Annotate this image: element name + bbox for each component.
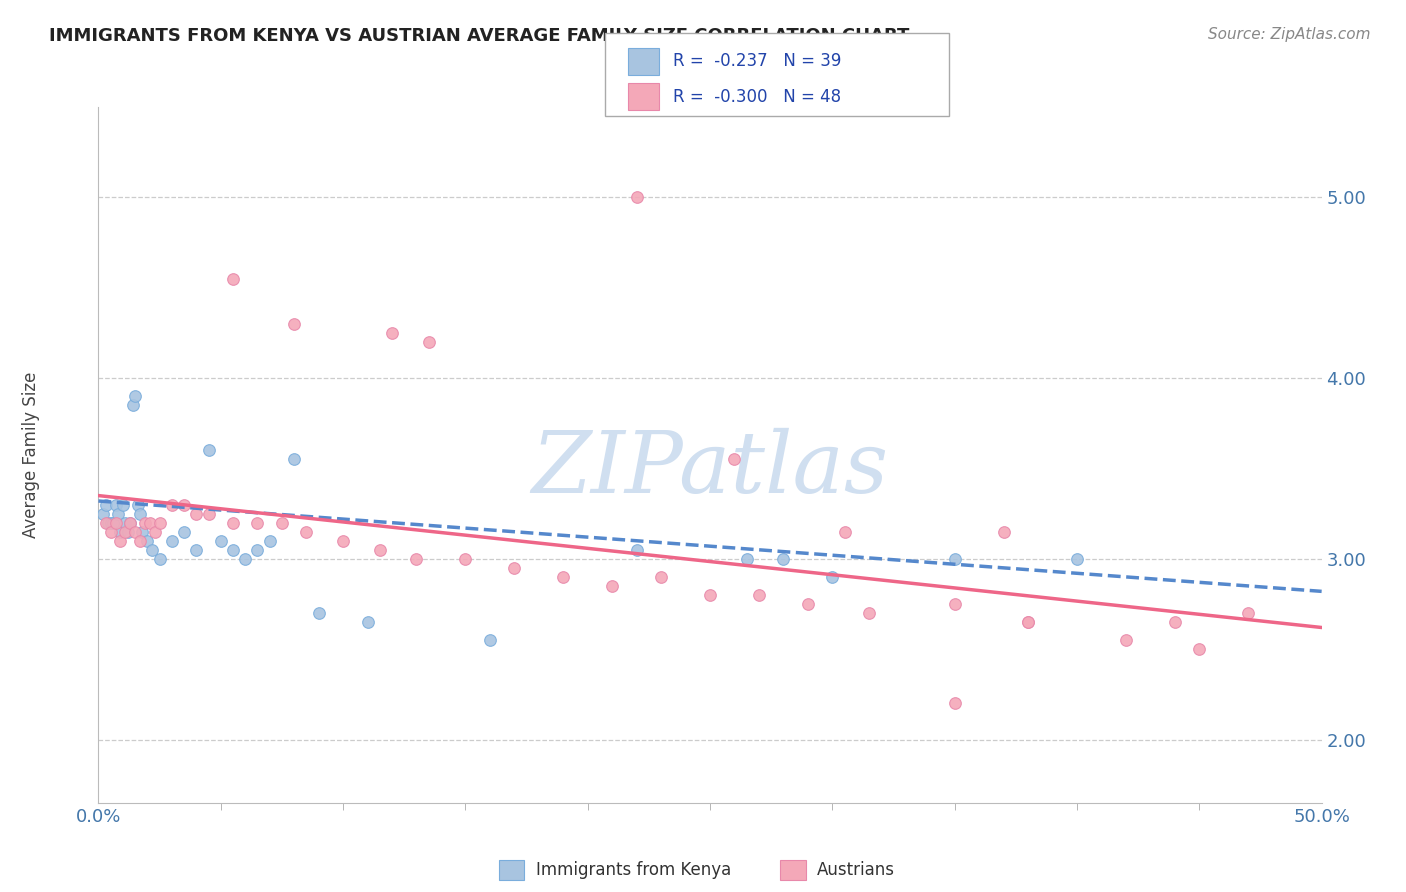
- Point: [94, 516, 117, 530]
- Point: [222, 271, 245, 285]
- Point: [197, 443, 219, 458]
- Point: [114, 524, 136, 539]
- Point: [197, 507, 219, 521]
- Point: [356, 615, 378, 629]
- Point: [332, 533, 354, 548]
- Point: [270, 516, 294, 530]
- Point: [91, 507, 114, 521]
- Point: [173, 524, 195, 539]
- Text: R =  -0.300   N = 48: R = -0.300 N = 48: [673, 87, 842, 105]
- Point: [246, 516, 269, 530]
- Point: [821, 570, 844, 584]
- Point: [120, 516, 142, 530]
- Point: [114, 516, 136, 530]
- Point: [160, 498, 183, 512]
- Point: [131, 524, 153, 539]
- Point: [139, 516, 162, 530]
- Point: [222, 542, 245, 557]
- Point: [124, 389, 146, 403]
- Point: [124, 524, 146, 539]
- Point: [160, 533, 183, 548]
- Point: [127, 498, 149, 512]
- Point: [100, 516, 122, 530]
- Point: [503, 561, 526, 575]
- Point: [943, 597, 966, 611]
- Text: IMMIGRANTS FROM KENYA VS AUSTRIAN AVERAGE FAMILY SIZE CORRELATION CHART: IMMIGRANTS FROM KENYA VS AUSTRIAN AVERAG…: [49, 27, 910, 45]
- Point: [110, 524, 132, 539]
- Point: [149, 551, 172, 566]
- Point: [405, 551, 427, 566]
- Point: [129, 507, 152, 521]
- Point: [233, 551, 256, 566]
- Point: [418, 334, 440, 349]
- Point: [121, 398, 143, 412]
- Point: [104, 516, 127, 530]
- Point: [104, 498, 127, 512]
- Point: [308, 606, 330, 620]
- Point: [117, 524, 139, 539]
- Point: [1115, 633, 1137, 648]
- Point: [100, 524, 122, 539]
- Point: [381, 326, 404, 340]
- Point: [134, 516, 156, 530]
- Point: [478, 633, 501, 648]
- Point: [111, 498, 134, 512]
- Point: [259, 533, 281, 548]
- Point: [101, 516, 124, 530]
- Point: [107, 507, 129, 521]
- Point: [1188, 642, 1211, 657]
- Point: [209, 533, 232, 548]
- Point: [283, 452, 305, 467]
- Text: Austrians: Austrians: [817, 861, 894, 879]
- Point: [772, 551, 794, 566]
- Point: [723, 452, 745, 467]
- Point: [368, 542, 391, 557]
- Point: [993, 524, 1015, 539]
- Point: [143, 524, 166, 539]
- Point: [295, 524, 318, 539]
- Point: [1017, 615, 1039, 629]
- Point: [943, 697, 966, 711]
- Point: [858, 606, 880, 620]
- Point: [834, 524, 856, 539]
- Point: [748, 588, 770, 602]
- Point: [110, 533, 132, 548]
- Point: [173, 498, 195, 512]
- Point: [735, 551, 758, 566]
- Point: [97, 516, 120, 530]
- Point: [1066, 551, 1088, 566]
- Point: [283, 317, 305, 331]
- Point: [186, 542, 208, 557]
- Point: [699, 588, 721, 602]
- Text: ZIPatlas: ZIPatlas: [531, 427, 889, 510]
- Point: [1164, 615, 1187, 629]
- Point: [149, 516, 172, 530]
- Point: [600, 579, 623, 593]
- Text: Source: ZipAtlas.com: Source: ZipAtlas.com: [1208, 27, 1371, 42]
- Point: [626, 542, 648, 557]
- Point: [650, 570, 672, 584]
- Point: [120, 516, 142, 530]
- Text: R =  -0.237   N = 39: R = -0.237 N = 39: [673, 52, 842, 70]
- Point: [626, 190, 648, 204]
- Point: [141, 542, 163, 557]
- Point: [943, 551, 966, 566]
- Point: [454, 551, 477, 566]
- Point: [797, 597, 820, 611]
- Point: [136, 533, 159, 548]
- Point: [129, 533, 152, 548]
- Point: [246, 542, 269, 557]
- Point: [1237, 606, 1260, 620]
- Point: [1017, 615, 1039, 629]
- Text: Average Family Size: Average Family Size: [22, 372, 41, 538]
- Point: [553, 570, 575, 584]
- Point: [222, 516, 245, 530]
- Point: [186, 507, 208, 521]
- Text: Immigrants from Kenya: Immigrants from Kenya: [536, 861, 731, 879]
- Point: [94, 498, 117, 512]
